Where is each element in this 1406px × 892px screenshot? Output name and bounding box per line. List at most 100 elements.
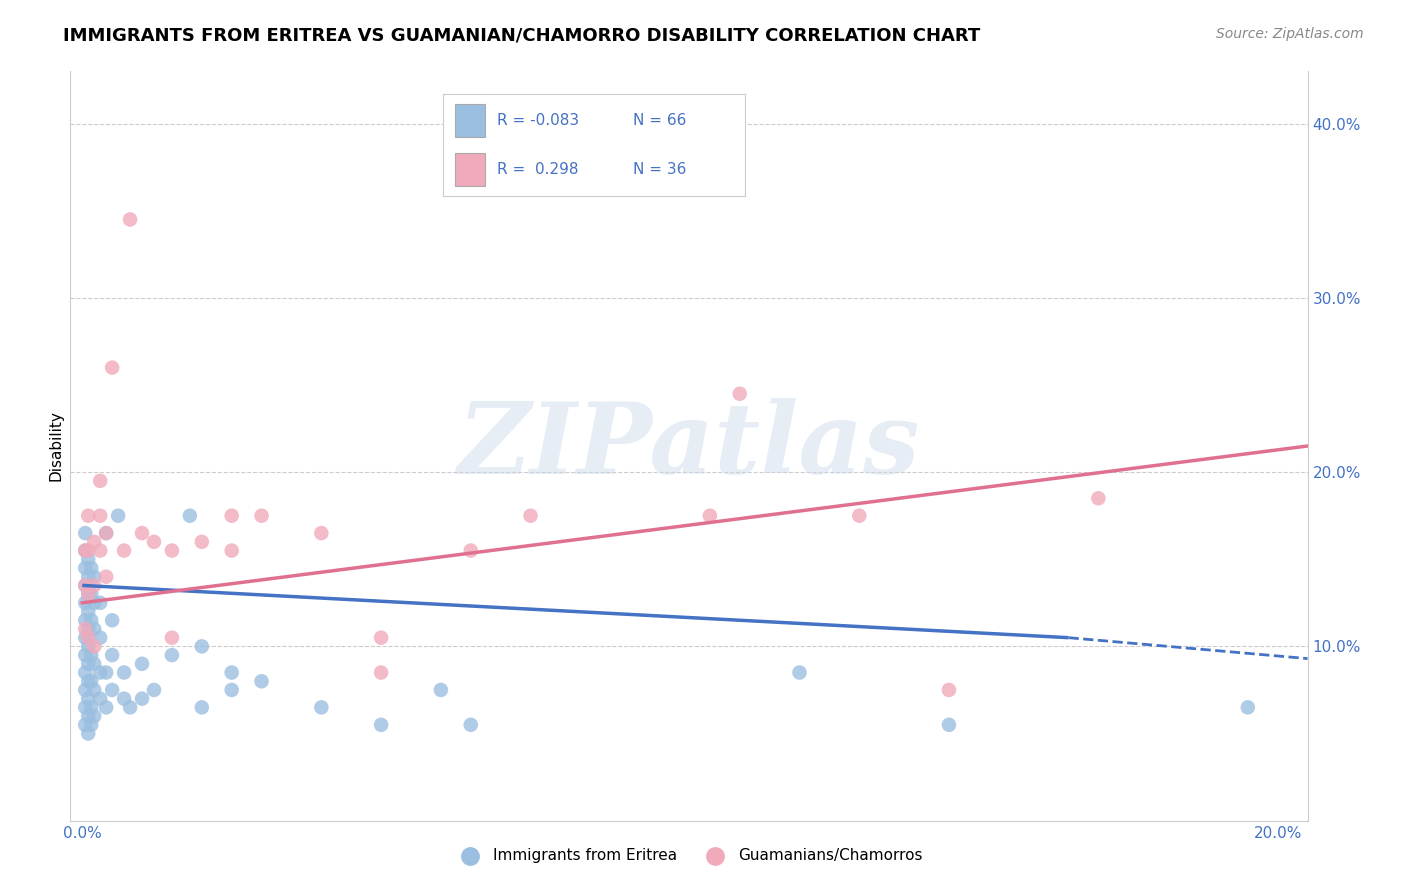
Point [77, 657, 100, 671]
Point [75, 613, 97, 627]
Point [789, 665, 811, 680]
Point [77, 674, 100, 689]
Point [80, 648, 103, 662]
Point [80, 613, 103, 627]
Point [75, 700, 97, 714]
Point [75, 596, 97, 610]
Point [75, 665, 97, 680]
Point [89, 474, 111, 488]
Point [77, 622, 100, 636]
Point [75, 631, 97, 645]
Point [77, 552, 100, 566]
Text: IMMIGRANTS FROM ERITREA VS GUAMANIAN/CHAMORRO DISABILITY CORRELATION CHART: IMMIGRANTS FROM ERITREA VS GUAMANIAN/CHA… [63, 27, 980, 45]
Point [80, 561, 103, 575]
Point [107, 508, 129, 523]
Point [75, 578, 97, 592]
Point [77, 543, 100, 558]
Point [80, 587, 103, 601]
Point [120, 212, 142, 227]
Point [77, 631, 100, 645]
Point [430, 682, 453, 697]
Point [83, 578, 105, 592]
Point [221, 682, 243, 697]
Y-axis label: Disability: Disability [48, 410, 63, 482]
Point [75, 543, 97, 558]
Point [77, 587, 100, 601]
Point [83, 657, 105, 671]
Point [221, 665, 243, 680]
Point [83, 622, 105, 636]
Point [101, 648, 124, 662]
Point [112, 691, 135, 706]
Point [311, 700, 333, 714]
Point [143, 534, 166, 549]
Point [848, 508, 870, 523]
Point [191, 534, 214, 549]
Text: Source: ZipAtlas.com: Source: ZipAtlas.com [1216, 27, 1364, 41]
Text: N = 66: N = 66 [633, 112, 686, 128]
Point [80, 700, 103, 714]
Point [89, 665, 111, 680]
Point [75, 561, 97, 575]
Point [179, 508, 201, 523]
Point [77, 508, 100, 523]
FancyBboxPatch shape [456, 153, 485, 186]
Point [80, 674, 103, 689]
Point [191, 700, 214, 714]
Point [83, 534, 105, 549]
Point [96, 526, 118, 541]
Point [250, 674, 273, 689]
Point [80, 718, 103, 732]
Point [96, 700, 118, 714]
Point [311, 526, 333, 541]
Point [699, 508, 721, 523]
Point [96, 526, 118, 541]
Point [160, 543, 183, 558]
Point [131, 691, 153, 706]
Point [120, 700, 142, 714]
Point [89, 508, 111, 523]
Point [77, 587, 100, 601]
Legend: Immigrants from Eritrea, Guamanians/Chamorros: Immigrants from Eritrea, Guamanians/Cham… [449, 842, 929, 869]
Text: R =  0.298: R = 0.298 [498, 162, 579, 178]
Point [938, 682, 960, 697]
Text: N = 36: N = 36 [633, 162, 686, 178]
Point [101, 360, 124, 375]
Point [370, 718, 392, 732]
Point [1087, 491, 1109, 506]
Point [460, 543, 482, 558]
Point [101, 613, 124, 627]
Point [112, 665, 135, 680]
Point [96, 570, 118, 584]
Point [77, 709, 100, 723]
Point [112, 543, 135, 558]
Point [728, 386, 751, 401]
Point [89, 691, 111, 706]
Point [83, 640, 105, 654]
Point [89, 631, 111, 645]
Point [75, 682, 97, 697]
Text: ZIPatlas: ZIPatlas [458, 398, 920, 494]
Point [77, 691, 100, 706]
Point [77, 570, 100, 584]
Point [221, 543, 243, 558]
Point [221, 508, 243, 523]
Point [83, 570, 105, 584]
Point [75, 543, 97, 558]
Point [370, 665, 392, 680]
Point [101, 682, 124, 697]
Point [75, 578, 97, 592]
Point [75, 622, 97, 636]
Point [160, 631, 183, 645]
Point [519, 508, 541, 523]
FancyBboxPatch shape [456, 104, 485, 136]
Point [460, 718, 482, 732]
Point [1236, 700, 1258, 714]
Point [75, 718, 97, 732]
Point [83, 682, 105, 697]
Point [89, 543, 111, 558]
Point [160, 648, 183, 662]
Point [77, 640, 100, 654]
Point [89, 596, 111, 610]
Point [75, 526, 97, 541]
